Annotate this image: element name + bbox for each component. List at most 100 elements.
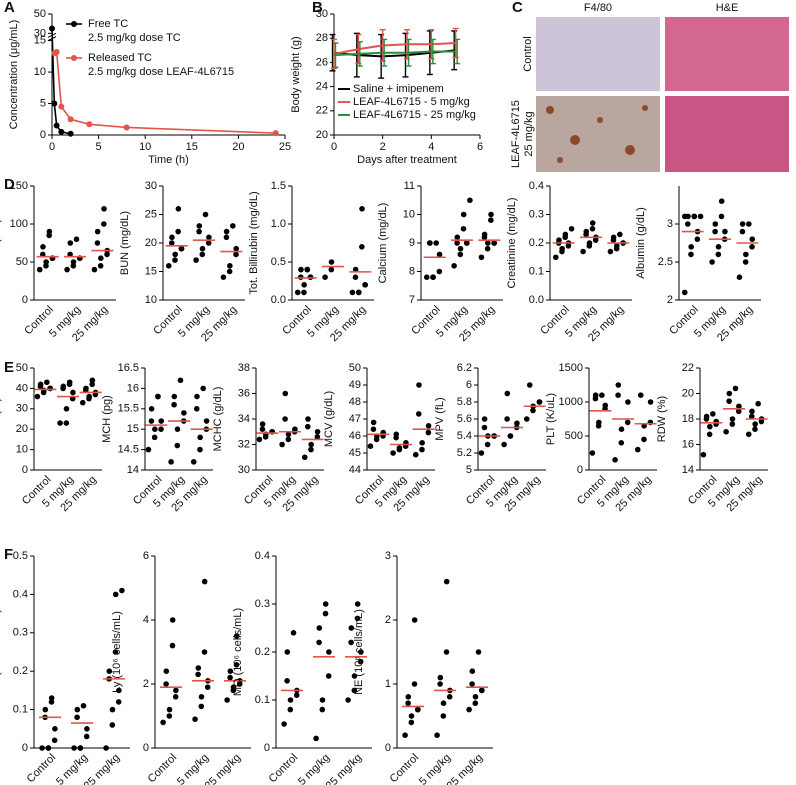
data-point: [224, 697, 230, 703]
data-point: [752, 426, 758, 433]
data-point: [536, 399, 543, 405]
y-axis-label: NE (10⁶ cells/mL): [353, 609, 365, 695]
y-tick-label: 36: [238, 387, 250, 399]
data-point: [749, 408, 755, 415]
data-point: [618, 440, 625, 446]
data-point: [195, 665, 202, 671]
y-tick-label: 20: [316, 129, 328, 141]
data-point: [408, 719, 415, 726]
data-point: [615, 382, 622, 388]
x-tick-label: 25: [279, 141, 291, 153]
y-tick-label: 50: [349, 362, 361, 374]
y-tick-label: 0.0: [529, 294, 544, 306]
data-point: [103, 745, 109, 751]
data-point: [74, 706, 81, 713]
y-tick-label: 0.5: [271, 256, 286, 268]
histology-image: [536, 17, 660, 91]
y-axis-label: Calcium (mg/dL): [377, 203, 389, 284]
data-point: [735, 408, 742, 415]
data-point: [748, 413, 755, 420]
data-point: [464, 240, 470, 246]
data-point: [177, 377, 184, 384]
data-point: [94, 228, 101, 235]
y-tick-label: 20: [145, 237, 157, 249]
data-point: [726, 390, 733, 397]
data-point: [707, 423, 713, 430]
data-point: [736, 274, 743, 281]
y-axis-label: Albumin (g/dL): [635, 207, 647, 279]
data-point: [201, 578, 208, 585]
data-point: [83, 733, 90, 740]
data-point: [292, 426, 298, 433]
data-point: [64, 266, 70, 273]
histology-image: [536, 96, 660, 172]
data-point: [712, 221, 719, 227]
data-point: [411, 681, 418, 687]
y-tick-label: 0.1: [13, 704, 28, 716]
row-label: Control: [522, 36, 534, 71]
data-point: [98, 255, 104, 261]
data-point: [259, 426, 266, 433]
data-point: [279, 441, 285, 448]
data-point: [166, 713, 173, 719]
data-point: [504, 390, 511, 397]
x-tick-label: Control: [146, 752, 180, 785]
y-tick-label: 50: [34, 8, 46, 20]
data-point: [145, 446, 152, 453]
data-point: [60, 383, 67, 390]
data-point: [230, 223, 236, 229]
data-point: [596, 419, 602, 426]
data-point: [272, 130, 279, 137]
data-point: [481, 231, 488, 238]
y-tick-label: 15: [127, 423, 139, 435]
data-point: [201, 649, 208, 655]
data-point: [172, 257, 178, 263]
data-point: [436, 251, 443, 258]
y-tick-label: 16: [682, 438, 694, 450]
data-point: [405, 700, 411, 706]
data-point: [73, 236, 80, 242]
data-point: [308, 441, 314, 448]
data-point: [304, 423, 311, 430]
y-tick-label: 100: [10, 218, 28, 230]
data-point: [736, 403, 742, 410]
data-point: [53, 48, 60, 55]
data-point: [415, 706, 421, 713]
series-line: [53, 50, 276, 134]
data-point: [51, 737, 58, 744]
data-point: [70, 259, 77, 265]
legend-marker: [71, 55, 77, 61]
data-point: [722, 228, 728, 235]
data-point: [624, 419, 631, 426]
y-tick-label: 24: [316, 81, 328, 93]
data-point: [193, 406, 200, 412]
data-point: [284, 649, 291, 655]
data-point: [715, 251, 722, 258]
x-tick-label: Control: [25, 752, 59, 785]
y-tick-label: 5.2: [457, 447, 472, 459]
data-point: [322, 274, 328, 281]
data-point: [63, 406, 70, 412]
data-point: [168, 459, 174, 465]
x-axis-label: Days after treatment: [357, 154, 457, 166]
data-point: [691, 213, 698, 220]
data-point: [199, 245, 206, 252]
data-point: [314, 428, 321, 435]
y-tick-label: 45: [349, 447, 361, 459]
data-point: [742, 259, 749, 265]
y-axis-label: AST (U/L): [0, 219, 2, 268]
data-point: [115, 699, 122, 705]
data-point: [67, 116, 74, 123]
y-tick-label: 0.3: [529, 208, 544, 220]
data-point: [607, 248, 614, 255]
data-point: [411, 617, 418, 623]
data-point: [165, 263, 172, 269]
data-point: [174, 426, 181, 433]
y-tick-label: 0.1: [255, 694, 270, 706]
legend-description: 2.5 mg/kg dose TC: [88, 32, 181, 44]
y-tick-label: 50: [16, 362, 28, 374]
data-point: [116, 687, 122, 694]
y-axis-label: MPV (fL): [434, 397, 446, 440]
data-point: [287, 706, 294, 713]
legend-label: Saline + imipenem: [353, 83, 444, 95]
